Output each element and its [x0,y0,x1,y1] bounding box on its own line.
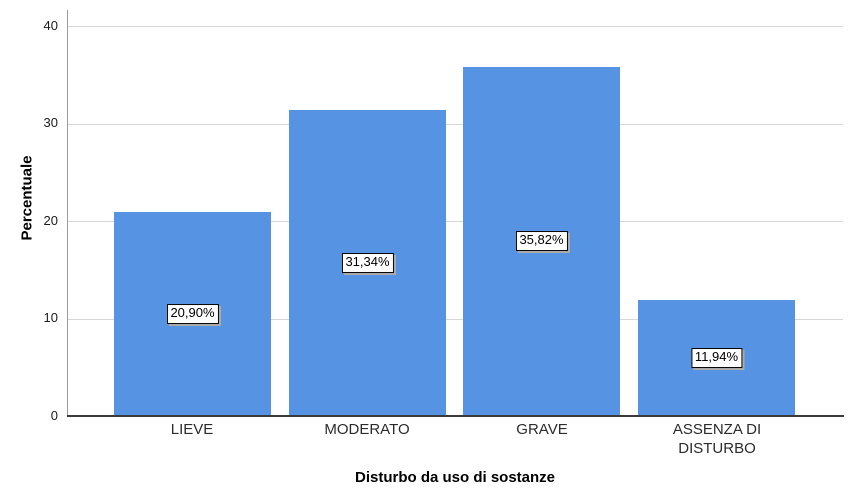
y-tick-label-20: 20 [43,213,58,228]
x-tick-label-grave: GRAVE [516,421,568,438]
gridline-10 [67,318,843,320]
plot-area: 20,90% 31,34% 35,82% 11,94% [67,26,843,416]
bar-value-label: 35,82% [515,231,568,252]
bar-value-label: 20,90% [166,304,219,325]
bar-value-label: 31,34% [341,253,394,274]
x-tick-label-moderato: MODERATO [324,421,410,438]
x-tick-label-assenza-di-disturbo: ASSENZA DI DISTURBO [672,421,762,457]
bar-value-label: 11,94% [690,347,743,368]
bar-moderato: 31,34% [289,110,446,416]
y-axis-line [67,10,68,416]
y-tick-label-0: 0 [50,408,58,423]
bar-lieve: 20,90% [114,212,271,416]
gridline-30 [67,123,843,125]
bar-grave: 35,82% [463,66,620,416]
bar-assenza-di-disturbo: 11,94% [638,299,795,416]
x-axis-line [67,415,844,417]
y-tick-label-10: 10 [43,310,58,325]
x-axis-title: Disturbo da uso di sostanze [354,469,556,486]
gridline-20 [67,221,843,222]
y-tick-label-30: 30 [43,115,58,130]
gridline-40 [67,26,843,27]
x-tick-label-lieve: LIEVE [170,421,214,438]
y-tick-label-40: 40 [43,18,58,33]
